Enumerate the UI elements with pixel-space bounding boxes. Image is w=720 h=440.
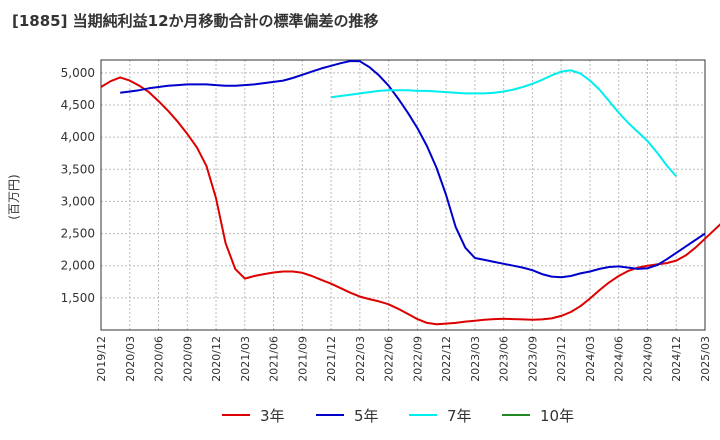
x-tick-label: 2019/12 — [95, 336, 108, 382]
y-tick-label: 1,500 — [61, 291, 95, 305]
legend-label: 10年 — [540, 406, 575, 425]
gridlines — [100, 60, 706, 330]
legend-item-3[interactable]: 7年 — [409, 404, 472, 426]
legend: 3年 5年 7年 10年 — [0, 404, 720, 426]
chart-title: [1885] 当期純利益12か月移動合計の標準偏差の推移 — [12, 12, 379, 30]
legend-label: 5年 — [354, 406, 379, 425]
legend-item-1[interactable]: 3年 — [222, 404, 285, 426]
legend-swatch — [502, 414, 530, 416]
y-tick-label: 5,000 — [61, 66, 95, 80]
x-tick-label: 2024/12 — [670, 336, 683, 382]
x-tick-label: 2020/09 — [181, 336, 194, 382]
series-layer — [100, 60, 720, 326]
y-tick-label: 3,000 — [61, 194, 95, 208]
y-axis: 1,500 2,000 2,500 3,000 3,500 4,000 4,500 5,000 — [61, 66, 95, 305]
x-tick-label: 2024/09 — [641, 336, 654, 382]
x-tick-label: 2025/03 — [699, 336, 712, 382]
y-tick-label: 4,500 — [61, 98, 95, 112]
series-line-1 — [100, 76, 720, 326]
legend-item-2[interactable]: 5年 — [316, 404, 379, 426]
x-tick-label: 2023/06 — [498, 336, 511, 382]
x-tick-label: 2021/03 — [239, 336, 252, 382]
legend-swatch — [222, 414, 250, 416]
y-tick-label: 2,500 — [61, 227, 95, 241]
x-tick-label: 2024/06 — [613, 336, 626, 382]
x-tick-label: 2022/09 — [411, 336, 424, 382]
legend-swatch — [316, 414, 344, 416]
series-line-2 — [120, 60, 706, 279]
series-line-3 — [330, 69, 677, 178]
legend-label: 3年 — [260, 406, 285, 425]
legend-item-4[interactable]: 10年 — [502, 404, 574, 426]
x-tick-label: 2024/03 — [584, 336, 597, 382]
x-tick-label: 2021/12 — [325, 336, 338, 382]
y-tick-label: 2,000 — [61, 259, 95, 273]
x-tick-label: 2022/03 — [354, 336, 367, 382]
x-axis: 2019/12 2020/03 2020/06 2020/09 2020/12 2021/… — [95, 336, 712, 382]
x-tick-label: 2020/06 — [153, 336, 166, 382]
y-tick-label: 4,000 — [61, 130, 95, 144]
x-tick-label: 2023/12 — [555, 336, 568, 382]
x-tick-label: 2023/09 — [526, 336, 539, 382]
legend-swatch — [409, 414, 437, 416]
y-tick-label: 3,500 — [61, 162, 95, 176]
x-tick-label: 2020/12 — [210, 336, 223, 382]
plot-area — [100, 59, 706, 331]
x-tick-label: 2022/12 — [440, 336, 453, 382]
x-tick-label: 2021/09 — [296, 336, 309, 382]
y-axis-label: (百万円) — [7, 174, 21, 219]
x-tick-label: 2023/03 — [469, 336, 482, 382]
x-tick-label: 2020/03 — [124, 336, 137, 382]
x-tick-label: 2021/06 — [268, 336, 281, 382]
x-tick-label: 2022/06 — [383, 336, 396, 382]
legend-label: 7年 — [447, 406, 472, 425]
